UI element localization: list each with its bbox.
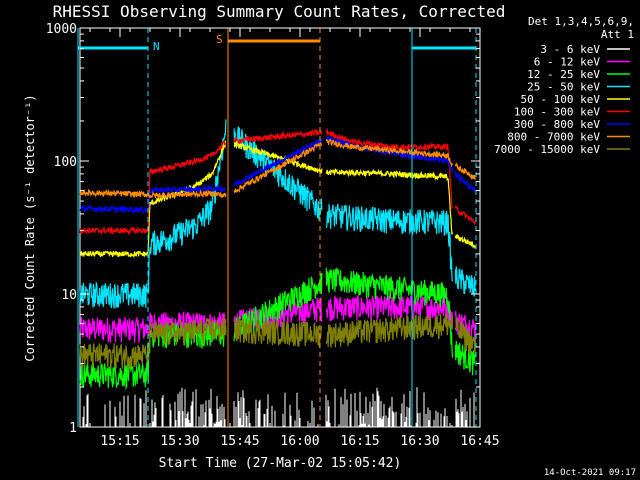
legend-label-6: 300 - 800 keV [514, 118, 600, 131]
legend-label-8: 7000 - 15000 keV [494, 143, 600, 156]
y-tick-label-2: 100 [54, 155, 77, 170]
series-line-50-100-kev [79, 140, 477, 259]
chart-title: RHESSI Observing Summary Count Rates, Co… [53, 2, 506, 21]
flag-label-n: N [153, 40, 160, 53]
x-tick-label-3: 16:00 [280, 434, 319, 449]
y-tick-label-3: 1000 [46, 22, 77, 37]
legend-label-7: 800 - 7000 keV [507, 131, 600, 144]
legend-label-0: 3 - 6 keV [540, 43, 600, 56]
axes: 15:15 15:30 15:45 16:00 16:15 16:30 16:45 1 10 10… [46, 22, 500, 449]
flag-label-s: S [216, 33, 223, 46]
legend-label-5: 100 - 300 keV [514, 106, 600, 119]
legend-label-1: 6 - 12 keV [534, 56, 601, 69]
series-line-7000-15000-kev [79, 313, 477, 369]
series-spikes-3-6-kev [82, 387, 475, 427]
series-line-12-25-kev [79, 267, 477, 391]
y-axis-label: Corrected Count Rate (s⁻¹ detector⁻¹) [23, 94, 37, 361]
x-tick-label-1: 15:30 [160, 434, 199, 449]
x-tick-label-2: 15:45 [220, 434, 259, 449]
legend-label-4: 50 - 100 keV [521, 93, 601, 106]
x-tick-label-5: 16:30 [400, 434, 439, 449]
y-tick-label-0: 1 [69, 421, 77, 436]
legend-label-3: 25 - 50 keV [527, 81, 600, 94]
legend-header-line-1: Det 1,3,4,5,6,9, [528, 15, 634, 28]
y-tick-label-1: 10 [61, 288, 77, 303]
series-line-100-300-kev [79, 127, 477, 236]
plot-frame [79, 27, 481, 428]
legend-header-line-2: Att 1 [601, 28, 634, 41]
plot-area: NS [77, 28, 477, 427]
series-line-800-7000-kev [79, 138, 477, 200]
x-tick-label-4: 16:15 [340, 434, 379, 449]
x-axis-label: Start Time (27-Mar-02 15:05:42) [159, 456, 402, 471]
legend-label-2: 12 - 25 keV [527, 68, 600, 81]
x-tick-label-0: 15:15 [100, 434, 139, 449]
series-line-300-800-kev [79, 135, 476, 215]
series-line-25-50-kev [79, 119, 477, 309]
x-tick-label-6: 16:45 [460, 434, 499, 449]
footer-date: 14-Oct-2021 09:17 [544, 468, 636, 478]
